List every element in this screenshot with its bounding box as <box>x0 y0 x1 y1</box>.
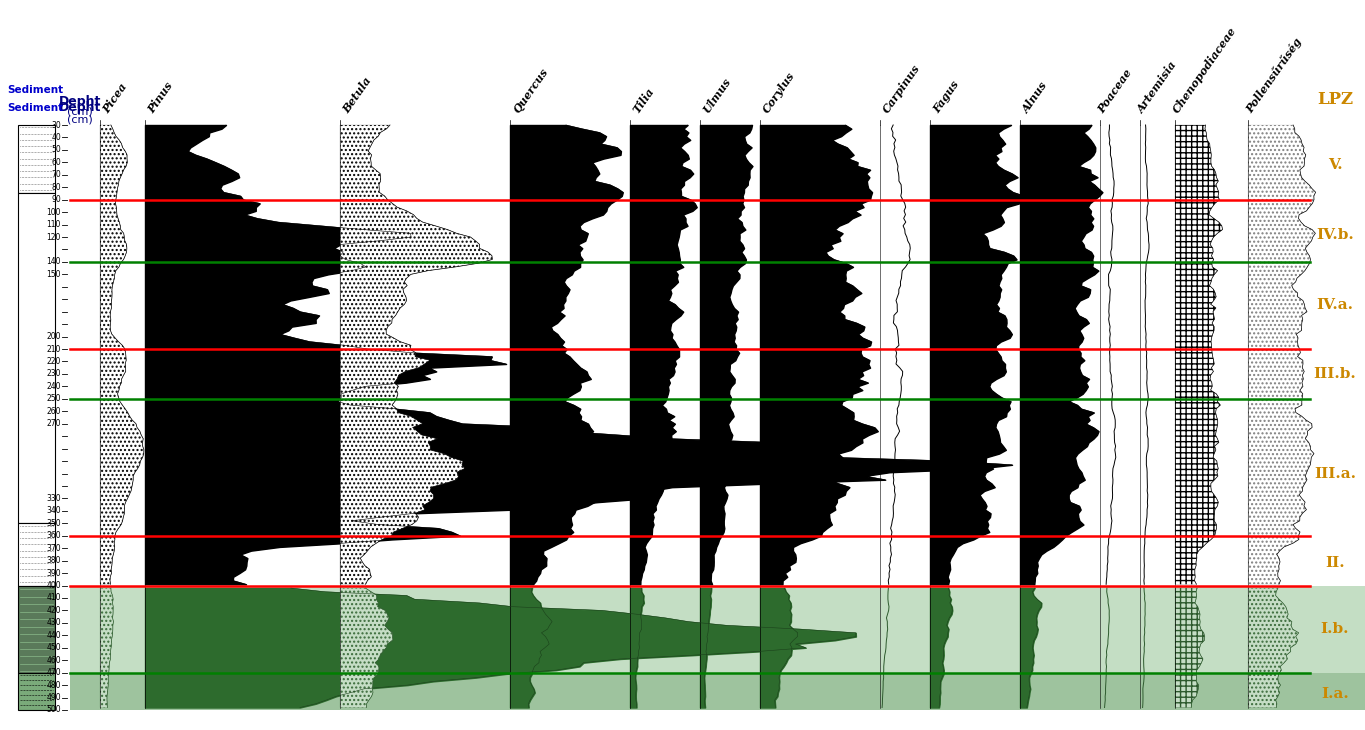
Text: Sediment: Sediment <box>7 103 63 113</box>
Text: 460: 460 <box>46 656 61 665</box>
Bar <box>18 672 55 710</box>
Text: 340: 340 <box>46 507 61 515</box>
Text: 400: 400 <box>46 581 61 590</box>
Text: 210: 210 <box>46 345 61 353</box>
Text: 470: 470 <box>46 668 61 677</box>
Text: I.b.: I.b. <box>1321 622 1349 636</box>
Text: 140: 140 <box>46 258 61 266</box>
Text: Alnus: Alnus <box>1021 80 1050 115</box>
Text: 110: 110 <box>46 220 61 229</box>
Text: LPZ: LPZ <box>1317 91 1353 109</box>
Text: 480: 480 <box>46 680 61 690</box>
Text: 250: 250 <box>46 394 61 404</box>
Text: 270: 270 <box>46 419 61 429</box>
Text: Carpinus: Carpinus <box>880 62 923 115</box>
Text: 70: 70 <box>52 170 61 180</box>
Text: V.: V. <box>1328 158 1342 172</box>
Text: 350: 350 <box>46 519 61 528</box>
Text: 100: 100 <box>46 207 61 217</box>
Text: 240: 240 <box>46 382 61 391</box>
Text: Ulmus: Ulmus <box>702 76 733 115</box>
Text: 490: 490 <box>46 693 61 702</box>
Text: Pollensűrűség: Pollensűrűség <box>1244 36 1304 115</box>
Text: Poaceae: Poaceae <box>1096 67 1134 115</box>
Text: 220: 220 <box>46 357 61 366</box>
Text: 440: 440 <box>46 631 61 639</box>
Text: Artemisia: Artemisia <box>1136 59 1179 115</box>
Text: 60: 60 <box>52 158 61 167</box>
Text: 500: 500 <box>46 705 61 715</box>
Text: III.b.: III.b. <box>1313 367 1357 381</box>
Text: 120: 120 <box>46 233 61 242</box>
Text: IV.a.: IV.a. <box>1316 299 1354 312</box>
Text: 380: 380 <box>46 556 61 565</box>
Text: Corylus: Corylus <box>762 70 797 115</box>
Text: Betula: Betula <box>341 75 374 115</box>
Text: Picea: Picea <box>101 81 130 115</box>
Text: 260: 260 <box>46 407 61 416</box>
Text: Fagus: Fagus <box>931 79 961 115</box>
Text: Tilia: Tilia <box>631 85 657 115</box>
Text: 200: 200 <box>46 332 61 341</box>
Text: 50: 50 <box>52 145 61 154</box>
Text: III.a.: III.a. <box>1314 466 1355 480</box>
Text: 230: 230 <box>46 369 61 378</box>
Text: 450: 450 <box>46 643 61 653</box>
Text: 410: 410 <box>46 593 61 602</box>
Text: Depht: Depht <box>59 101 101 115</box>
Text: 150: 150 <box>46 270 61 279</box>
Text: 420: 420 <box>46 606 61 615</box>
Text: Pinus: Pinus <box>146 80 175 115</box>
Text: 30: 30 <box>52 120 61 129</box>
Bar <box>18 585 55 672</box>
Text: (cm): (cm) <box>67 107 93 117</box>
Bar <box>18 193 55 523</box>
Text: 370: 370 <box>46 544 61 553</box>
Text: 40: 40 <box>52 133 61 142</box>
Text: 360: 360 <box>46 531 61 540</box>
Text: 390: 390 <box>46 569 61 577</box>
Bar <box>18 523 55 585</box>
Text: Sediment: Sediment <box>7 85 63 95</box>
Text: IV.b.: IV.b. <box>1316 228 1354 242</box>
Text: 430: 430 <box>46 618 61 627</box>
Text: (cm): (cm) <box>67 114 93 124</box>
Bar <box>70 585 1365 710</box>
Bar <box>18 125 55 193</box>
Text: I.a.: I.a. <box>1321 687 1349 701</box>
Bar <box>70 672 1365 710</box>
Text: Quercus: Quercus <box>511 66 550 115</box>
Text: Depht: Depht <box>59 95 101 108</box>
Text: Chenopodiaceae: Chenopodiaceae <box>1171 25 1238 115</box>
Text: 80: 80 <box>52 182 61 192</box>
Text: 330: 330 <box>46 494 61 503</box>
Text: 90: 90 <box>52 195 61 204</box>
Text: II.: II. <box>1325 556 1345 570</box>
